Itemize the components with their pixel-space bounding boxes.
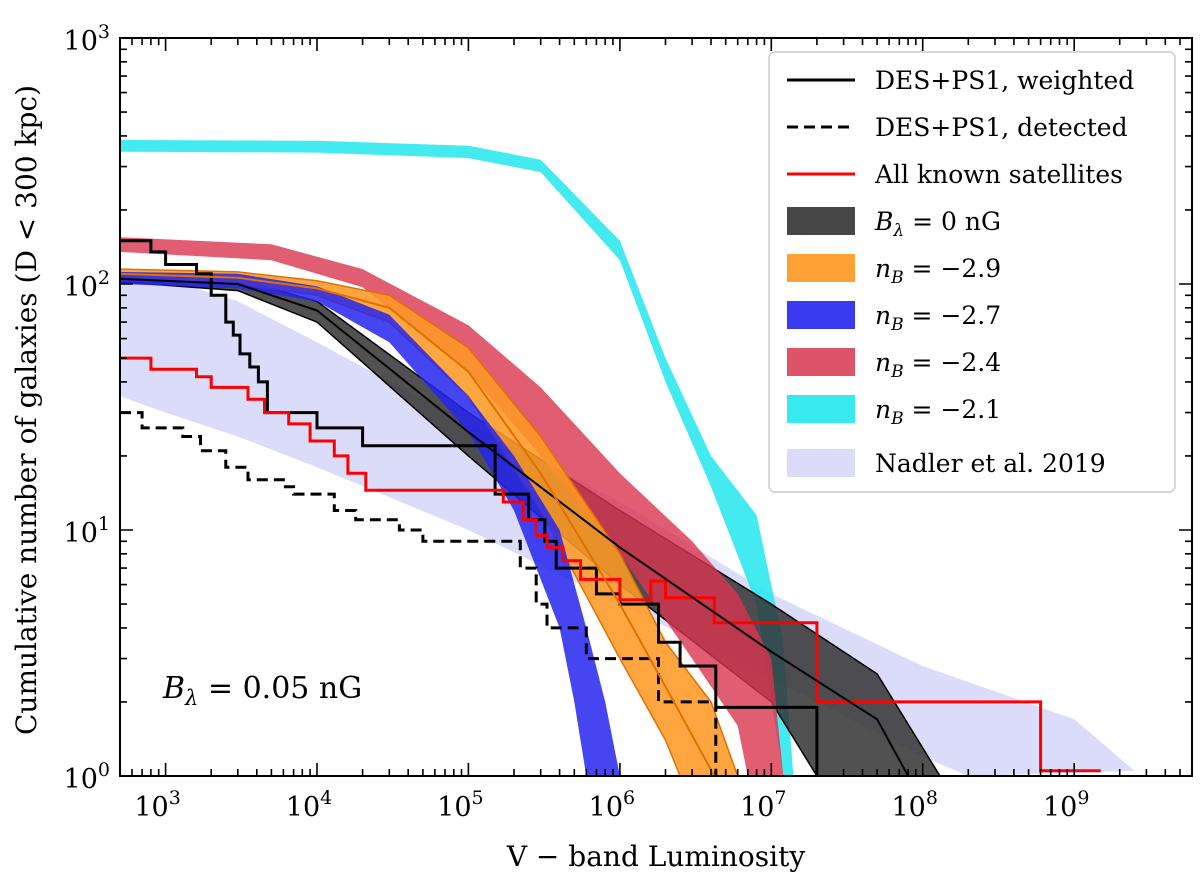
legend-label-nadler: Nadler et al. 2019 [875, 449, 1106, 478]
magnetic-field-annotation: Bλ = 0.05 nG [162, 671, 362, 710]
y-axis-title: Cumulative number of galaxies (D < 300 k… [10, 85, 43, 735]
bands-layer [120, 140, 1135, 776]
legend-frame [768, 51, 1176, 493]
legend-label-nb-2-4: nB = −2.4 [875, 348, 1001, 382]
tick-labels: 103 104 105 106 107 108 109 100 101 102 103 [64, 21, 1090, 823]
y-tick-label: 100 [64, 759, 110, 795]
axis-ticks [119, 37, 1193, 777]
legend-swatch-nadler [787, 449, 855, 477]
x-tick-label: 106 [589, 787, 635, 823]
x-axis-title: V − band Luminosity [506, 840, 806, 873]
legend-label-nb-2-7: nB = −2.7 [875, 301, 1001, 335]
annotation-subscript: λ [184, 686, 198, 710]
legend-label-nb-2-1: nB = −2.1 [875, 395, 1001, 429]
line-all-known-satellites [120, 356, 1101, 773]
y-tick-label: 103 [64, 21, 110, 57]
band-nb-2-7 [120, 271, 620, 776]
legend-swatch-nb-2-9 [787, 254, 855, 282]
x-tick-label: 108 [891, 787, 937, 823]
legend-label-nb-2-9: nB = −2.9 [875, 254, 1001, 288]
x-tick-label: 105 [437, 787, 483, 823]
plot-frame [119, 37, 1193, 777]
x-tick-label: 109 [1043, 787, 1089, 823]
lines-layer [120, 239, 1101, 776]
annotation-symbol: B [162, 671, 185, 706]
line-des-ps1-detected [120, 411, 718, 776]
legend-swatch-nb-2-4 [787, 348, 855, 376]
legend-label-known-satellites: All known satellites [874, 160, 1123, 189]
line-blambda-0ng-median [120, 277, 909, 776]
ticks-layer [119, 37, 1193, 777]
y-tick-label: 102 [64, 267, 110, 303]
legend-swatch-nb-2-1 [787, 395, 855, 423]
line-des-ps1-weighted [120, 239, 819, 776]
y-tick-label: 101 [64, 513, 110, 549]
x-tick-label: 103 [134, 787, 180, 823]
line-nb-2-9-median [120, 272, 716, 776]
legend-swatch-blambda-0ng [787, 207, 855, 235]
legend-label-des-detected: DES+PS1, detected [875, 113, 1128, 142]
x-tick-label: 104 [286, 787, 332, 823]
annotation-value: = 0.05 nG [198, 671, 362, 706]
legend-swatch-nb-2-7 [787, 301, 855, 329]
x-tick-label: 107 [740, 787, 786, 823]
legend-label-des-weighted: DES+PS1, weighted [875, 66, 1134, 95]
legend-label-blambda-0ng: Bλ = 0 nG [874, 207, 1001, 241]
legend: DES+PS1, weighted DES+PS1, detected All … [768, 51, 1176, 493]
